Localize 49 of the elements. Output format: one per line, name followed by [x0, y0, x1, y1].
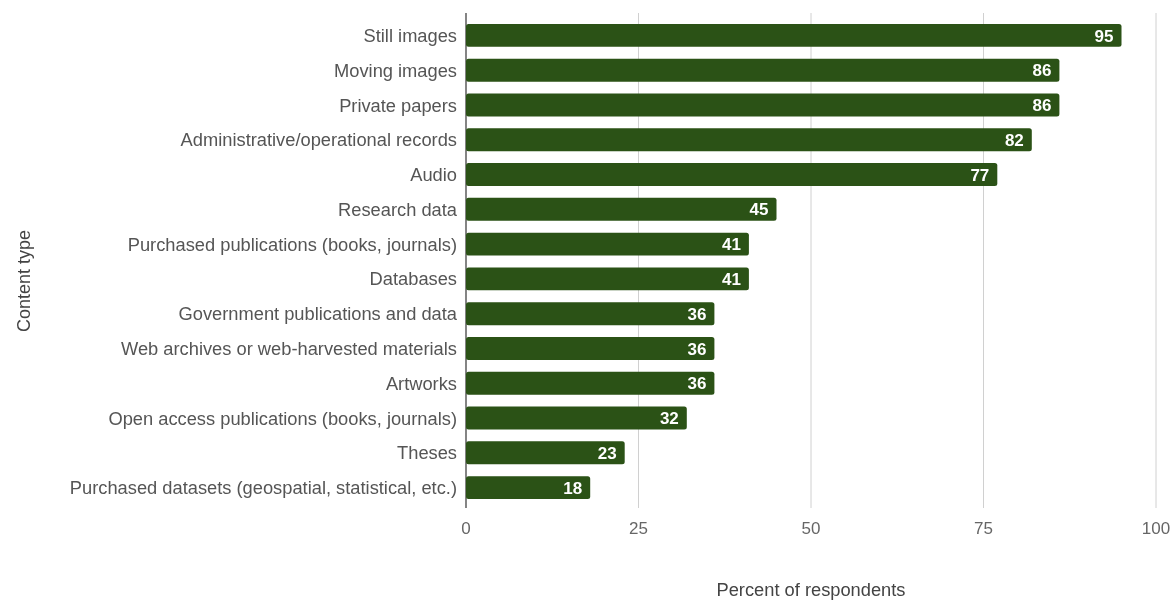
bar	[466, 93, 1060, 117]
y-axis-title: Content type	[14, 229, 34, 333]
data-label: 86	[1032, 96, 1052, 116]
y-tick-label: Government publications and data	[178, 303, 458, 325]
y-tick-label: Moving images	[334, 59, 457, 81]
y-tick-label: Administrative/operational records	[180, 129, 457, 151]
data-label: 18	[563, 478, 583, 498]
y-tick-label: Open access publications (books, journals)	[108, 407, 457, 429]
data-label: 45	[749, 200, 769, 220]
data-label: 95	[1094, 26, 1114, 46]
x-tick-label: 50	[801, 519, 821, 538]
bar	[466, 23, 1122, 47]
bar	[466, 406, 687, 430]
y-tick-label: Theses	[397, 442, 457, 464]
y-tick-label: Purchased datasets (geospatial, statistical, etc.)	[69, 477, 457, 499]
data-label: 41	[721, 270, 741, 290]
data-label: 32	[659, 409, 679, 429]
data-label: 41	[721, 235, 741, 255]
data-label: 36	[687, 339, 707, 359]
bar	[466, 302, 715, 326]
data-label: 77	[970, 165, 990, 185]
x-tick-label: 0	[461, 519, 471, 538]
y-tick-label: Audio	[410, 164, 457, 186]
y-tick-label: Research data	[338, 198, 458, 220]
data-label: 82	[1004, 130, 1024, 150]
y-tick-label: Purchased publications (books, journals)	[127, 233, 457, 255]
x-axis-title: Percent of respondents	[716, 579, 906, 600]
x-tick-label: 100	[1141, 519, 1171, 538]
bar	[466, 232, 749, 256]
bar	[466, 371, 715, 395]
bar	[466, 476, 591, 500]
y-tick-label: Web archives or web-harvested materials	[121, 338, 457, 360]
bar	[466, 58, 1060, 82]
data-label: 86	[1032, 61, 1052, 81]
bar	[466, 163, 998, 187]
x-tick-label: 25	[629, 519, 648, 538]
y-tick-label: Databases	[369, 268, 457, 290]
data-label: 36	[687, 374, 707, 394]
y-tick-label: Still images	[363, 24, 457, 46]
bar	[466, 128, 1032, 152]
data-label: 36	[687, 304, 707, 324]
x-tick-label: 75	[974, 519, 993, 538]
y-tick-label: Private papers	[339, 94, 457, 116]
bar	[466, 197, 777, 221]
data-label: 23	[597, 443, 617, 463]
bar	[466, 336, 715, 360]
bar	[466, 441, 625, 465]
y-tick-label: Artworks	[385, 372, 457, 394]
bar	[466, 267, 749, 291]
